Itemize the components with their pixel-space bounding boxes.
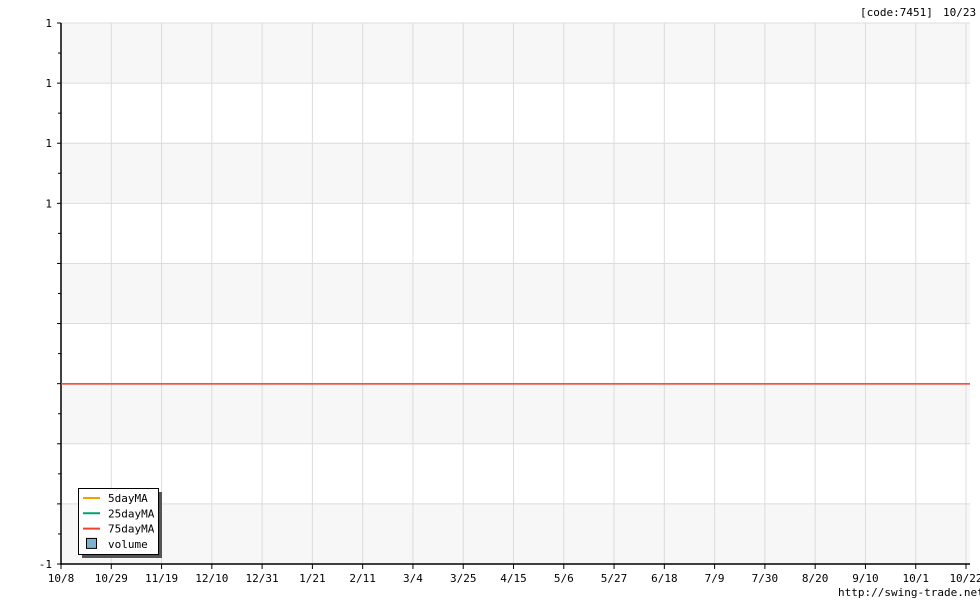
grid-band [61, 503, 970, 564]
x-tick-label: 11/19 [145, 572, 178, 585]
x-tick-label: 6/18 [651, 572, 678, 585]
legend: 5dayMA 25dayMA 75dayMA volume [78, 488, 162, 558]
code-label: [code:7451] [860, 6, 933, 19]
date-label: 10/23 [943, 6, 976, 19]
grid-band [61, 263, 970, 324]
x-tick-label: 10/1 [902, 572, 929, 585]
x-tick-label: 10/8 [48, 572, 75, 585]
grid-band [61, 143, 970, 204]
y-tick-label: 1 [45, 77, 52, 90]
source-label: http://swing-trade.net [838, 586, 980, 599]
x-tick-label: 3/25 [450, 572, 477, 585]
x-tick-label: 8/20 [802, 572, 829, 585]
legend-label: 25dayMA [108, 507, 155, 520]
x-tick-label: 7/9 [705, 572, 725, 585]
grid-band [61, 23, 970, 84]
y-tick-label: 1 [45, 17, 52, 30]
y-tick-label: 1 [45, 137, 52, 150]
x-tick-label: 7/30 [752, 572, 779, 585]
grid-band [61, 383, 970, 444]
x-tick-label: 12/10 [195, 572, 228, 585]
legend-label: volume [108, 538, 148, 551]
x-tick-label: 2/11 [349, 572, 376, 585]
x-tick-label: 5/6 [554, 572, 574, 585]
x-tick-label: 12/31 [246, 572, 279, 585]
x-tick-label: 9/10 [852, 572, 879, 585]
y-tick-label: -1 [39, 558, 52, 571]
x-tick-label: 10/22 [949, 572, 980, 585]
legend-label: 5dayMA [108, 492, 148, 505]
y-tick-label: 1 [45, 197, 52, 210]
x-tick-label: 10/29 [95, 572, 128, 585]
x-tick-label: 5/27 [601, 572, 628, 585]
legend-label: 75dayMA [108, 523, 155, 536]
legend-swatch-volume [86, 537, 97, 549]
x-tick-label: 1/21 [299, 572, 326, 585]
x-tick-label: 3/4 [403, 572, 423, 585]
x-tick-label: 4/15 [500, 572, 527, 585]
